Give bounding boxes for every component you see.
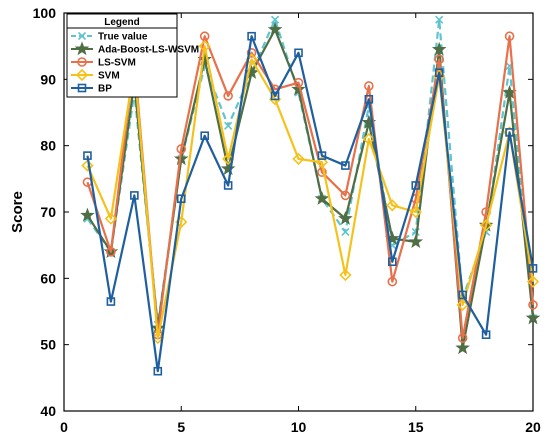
data-point-bp — [200, 131, 209, 141]
data-point-bp — [223, 181, 233, 190]
data-point-svm — [456, 298, 469, 311]
data-point-bp — [411, 181, 421, 190]
data-point-ada-boost-ls-wsvm — [314, 191, 330, 205]
data-point-bp — [341, 161, 350, 170]
data-point-bp — [317, 151, 327, 160]
series-layer — [80, 15, 541, 376]
x-tick-label: 5 — [177, 419, 185, 435]
data-point-ls-svm — [504, 31, 515, 42]
data-point-ada-boost-ls-wsvm — [525, 310, 541, 325]
data-point-bp — [481, 330, 491, 340]
data-point-ada-boost-ls-wsvm — [80, 207, 95, 222]
data-point-bp — [247, 31, 256, 41]
data-point-bp — [83, 151, 92, 160]
data-point-svm — [339, 268, 352, 282]
data-point-bp — [270, 91, 280, 101]
data-point-bp — [106, 297, 116, 306]
legend: Legend True value Ada-Boost-LS-WSVM LS-SVM S… — [66, 13, 199, 98]
y-tick-label: 70 — [40, 204, 56, 220]
data-point-ls-svm — [293, 77, 304, 88]
data-point-ls-svm — [434, 54, 445, 65]
data-point-true-value — [270, 15, 280, 24]
data-point-svm — [81, 159, 94, 172]
data-point-bp — [528, 264, 538, 273]
data-point-ada-boost-ls-wsvm — [431, 41, 447, 56]
data-point-svm — [526, 275, 540, 288]
data-point-bp — [387, 257, 397, 267]
legend-marker-bp — [77, 83, 87, 93]
data-point-ls-svm — [387, 276, 398, 287]
data-point-bp — [153, 366, 163, 376]
data-point-true-value — [341, 227, 350, 236]
data-point-bp — [458, 290, 467, 300]
legend-item-bp: BP — [71, 84, 112, 95]
legend-marker-ls-svm — [77, 57, 87, 67]
x-tick-label: 0 — [60, 419, 68, 435]
data-point-ls-svm — [457, 333, 468, 343]
legend-item-ada-boost-ls-wsvm: Ada-Boost-LS-WSVM — [71, 41, 199, 56]
data-point-bp — [294, 48, 303, 58]
y-axis-label: Score — [9, 191, 26, 233]
legend-item-ls-svm: LS-SVM — [71, 57, 136, 69]
y-tick-label: 90 — [40, 71, 56, 87]
data-point-bp — [176, 194, 186, 204]
data-point-svm — [292, 152, 305, 166]
data-point-ls-svm — [223, 91, 233, 101]
data-point-true-value — [224, 121, 233, 130]
legend-label-ada-boost-ls-wsvm: Ada-Boost-LS-WSVM — [98, 45, 199, 56]
series-bp — [83, 31, 538, 376]
data-point-ada-boost-ls-wsvm — [173, 151, 189, 166]
data-point-bp — [434, 68, 444, 77]
data-point-svm — [386, 199, 399, 212]
data-point-ada-boost-ls-wsvm — [338, 210, 353, 225]
data-point-ls-svm — [340, 190, 351, 201]
x-tick-label: 20 — [525, 419, 541, 435]
data-point-svm — [104, 212, 118, 225]
series-line-bp — [86, 35, 535, 373]
y-tick-label: 60 — [40, 270, 56, 286]
data-point-svm — [409, 205, 422, 219]
data-point-bp — [130, 191, 139, 200]
y-tick-label: 80 — [40, 138, 56, 154]
data-point-svm — [362, 132, 375, 146]
legend-marker-ada-boost-ls-wsvm — [74, 41, 90, 56]
data-point-ls-svm — [528, 300, 538, 310]
data-point-ada-boost-ls-wsvm — [291, 81, 306, 96]
data-point-ls-svm — [176, 144, 187, 154]
plot-axes: 0 5 10 15 20 40 50 60 70 80 90 100 Score — [9, 5, 541, 435]
data-point-svm — [315, 156, 329, 169]
data-point-true-value — [435, 15, 444, 24]
data-point-ls-svm — [364, 81, 374, 91]
data-point-ada-boost-ls-wsvm — [267, 21, 283, 36]
y-tick-label: 40 — [40, 403, 56, 419]
data-point-ls-svm — [246, 47, 257, 58]
data-point-ada-boost-ls-wsvm — [455, 340, 470, 355]
data-point-svm — [151, 331, 164, 345]
legend-marker-svm — [75, 68, 89, 82]
legend-label-ls-svm: LS-SVM — [98, 58, 136, 69]
data-point-svm — [479, 219, 493, 232]
data-point-bp — [364, 94, 374, 104]
legend-item-svm: SVM — [71, 68, 120, 82]
legend-marker-true-value — [77, 31, 87, 41]
data-point-bp — [505, 128, 514, 137]
legend-title: Legend — [104, 17, 140, 28]
x-tick-label: 15 — [408, 419, 424, 435]
legend-item-true-value: True value — [71, 32, 148, 43]
legend-label-bp: BP — [98, 84, 112, 95]
legend-label-svm: SVM — [98, 71, 120, 82]
x-tick-label: 10 — [291, 419, 307, 435]
data-point-ls-svm — [106, 247, 116, 257]
legend-label-true-value: True value — [98, 32, 148, 43]
data-point-ada-boost-ls-wsvm — [408, 234, 424, 249]
y-tick-label: 50 — [40, 337, 56, 353]
data-point-ada-boost-ls-wsvm — [220, 161, 236, 176]
data-point-svm — [198, 40, 211, 53]
y-tick-label: 100 — [33, 5, 57, 21]
